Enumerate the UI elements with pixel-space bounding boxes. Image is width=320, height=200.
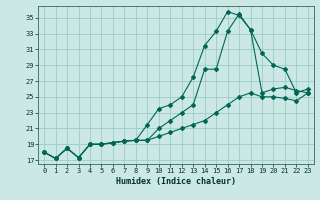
X-axis label: Humidex (Indice chaleur): Humidex (Indice chaleur) (116, 177, 236, 186)
